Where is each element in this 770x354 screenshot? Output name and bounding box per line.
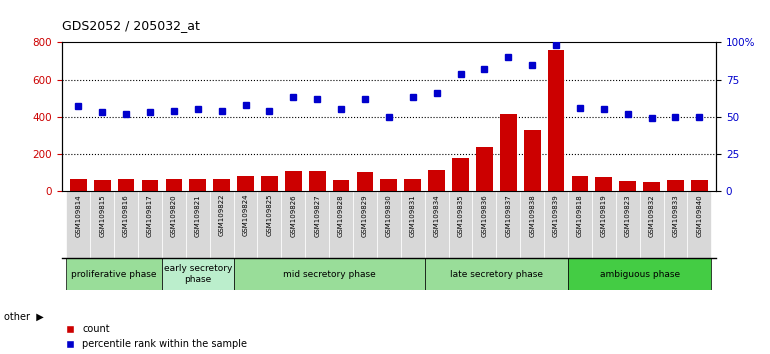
Bar xyxy=(643,182,660,190)
Bar xyxy=(619,181,636,190)
Text: GSM109814: GSM109814 xyxy=(75,194,82,236)
Text: GSM109832: GSM109832 xyxy=(648,194,654,236)
Bar xyxy=(237,176,254,190)
Text: GSM109831: GSM109831 xyxy=(410,194,416,237)
FancyBboxPatch shape xyxy=(209,190,233,258)
Bar xyxy=(213,178,230,190)
FancyBboxPatch shape xyxy=(66,190,90,258)
Bar xyxy=(357,172,373,190)
FancyBboxPatch shape xyxy=(449,190,473,258)
Text: GSM109833: GSM109833 xyxy=(672,194,678,237)
FancyBboxPatch shape xyxy=(521,190,544,258)
Bar xyxy=(118,178,135,190)
Bar xyxy=(285,171,302,190)
FancyBboxPatch shape xyxy=(592,190,616,258)
Bar xyxy=(547,50,564,190)
Text: GSM109836: GSM109836 xyxy=(481,194,487,237)
Text: late secretory phase: late secretory phase xyxy=(450,270,543,279)
Legend: count, percentile rank within the sample: count, percentile rank within the sample xyxy=(66,324,247,349)
Bar xyxy=(380,178,397,190)
Text: GSM109816: GSM109816 xyxy=(123,194,129,237)
FancyBboxPatch shape xyxy=(664,190,688,258)
FancyBboxPatch shape xyxy=(257,190,281,258)
Text: GSM109817: GSM109817 xyxy=(147,194,153,237)
FancyBboxPatch shape xyxy=(233,190,257,258)
FancyBboxPatch shape xyxy=(305,190,329,258)
Bar xyxy=(476,147,493,190)
Bar xyxy=(142,181,159,190)
Text: mid secretory phase: mid secretory phase xyxy=(283,270,376,279)
FancyBboxPatch shape xyxy=(640,190,664,258)
Bar xyxy=(571,176,588,190)
Text: GSM109838: GSM109838 xyxy=(529,194,535,237)
FancyBboxPatch shape xyxy=(66,258,162,290)
FancyBboxPatch shape xyxy=(473,190,497,258)
Text: GSM109821: GSM109821 xyxy=(195,194,201,236)
Text: GSM109822: GSM109822 xyxy=(219,194,225,236)
FancyBboxPatch shape xyxy=(90,190,114,258)
Bar xyxy=(428,170,445,190)
Bar xyxy=(70,178,87,190)
FancyBboxPatch shape xyxy=(281,190,305,258)
Text: GSM109820: GSM109820 xyxy=(171,194,177,236)
Bar xyxy=(261,176,278,190)
Text: GSM109815: GSM109815 xyxy=(99,194,105,236)
Text: GDS2052 / 205032_at: GDS2052 / 205032_at xyxy=(62,19,199,32)
FancyBboxPatch shape xyxy=(497,190,521,258)
Text: GSM109827: GSM109827 xyxy=(314,194,320,236)
Text: other  ▶: other ▶ xyxy=(4,312,44,322)
Bar xyxy=(524,130,541,190)
Bar xyxy=(166,178,182,190)
Bar xyxy=(452,158,469,190)
Bar xyxy=(500,114,517,190)
Text: ambiguous phase: ambiguous phase xyxy=(600,270,680,279)
Text: proliferative phase: proliferative phase xyxy=(72,270,157,279)
Bar xyxy=(189,178,206,190)
Bar xyxy=(691,181,708,190)
FancyBboxPatch shape xyxy=(377,190,401,258)
Text: early secretory
phase: early secretory phase xyxy=(163,264,232,284)
Bar xyxy=(333,179,350,190)
FancyBboxPatch shape xyxy=(616,190,640,258)
Text: GSM109824: GSM109824 xyxy=(243,194,249,236)
FancyBboxPatch shape xyxy=(162,190,186,258)
Text: GSM109834: GSM109834 xyxy=(434,194,440,236)
Text: GSM109819: GSM109819 xyxy=(601,194,607,237)
Text: GSM109840: GSM109840 xyxy=(696,194,702,236)
Text: GSM109826: GSM109826 xyxy=(290,194,296,236)
FancyBboxPatch shape xyxy=(568,190,592,258)
FancyBboxPatch shape xyxy=(329,190,353,258)
FancyBboxPatch shape xyxy=(688,190,711,258)
FancyBboxPatch shape xyxy=(138,190,162,258)
FancyBboxPatch shape xyxy=(114,190,138,258)
Text: GSM109825: GSM109825 xyxy=(266,194,273,236)
Bar xyxy=(404,178,421,190)
Bar xyxy=(595,177,612,190)
Text: GSM109830: GSM109830 xyxy=(386,194,392,237)
Bar xyxy=(94,181,111,190)
Text: GSM109823: GSM109823 xyxy=(624,194,631,236)
Text: GSM109828: GSM109828 xyxy=(338,194,344,236)
Bar xyxy=(309,171,326,190)
FancyBboxPatch shape xyxy=(425,258,568,290)
FancyBboxPatch shape xyxy=(544,190,568,258)
FancyBboxPatch shape xyxy=(233,258,425,290)
FancyBboxPatch shape xyxy=(425,190,449,258)
FancyBboxPatch shape xyxy=(353,190,377,258)
Text: GSM109818: GSM109818 xyxy=(577,194,583,237)
Text: GSM109835: GSM109835 xyxy=(457,194,464,236)
FancyBboxPatch shape xyxy=(568,258,711,290)
Text: GSM109837: GSM109837 xyxy=(505,194,511,237)
Text: GSM109839: GSM109839 xyxy=(553,194,559,237)
FancyBboxPatch shape xyxy=(401,190,425,258)
Bar xyxy=(667,179,684,190)
Text: GSM109829: GSM109829 xyxy=(362,194,368,236)
FancyBboxPatch shape xyxy=(186,190,209,258)
FancyBboxPatch shape xyxy=(162,258,233,290)
